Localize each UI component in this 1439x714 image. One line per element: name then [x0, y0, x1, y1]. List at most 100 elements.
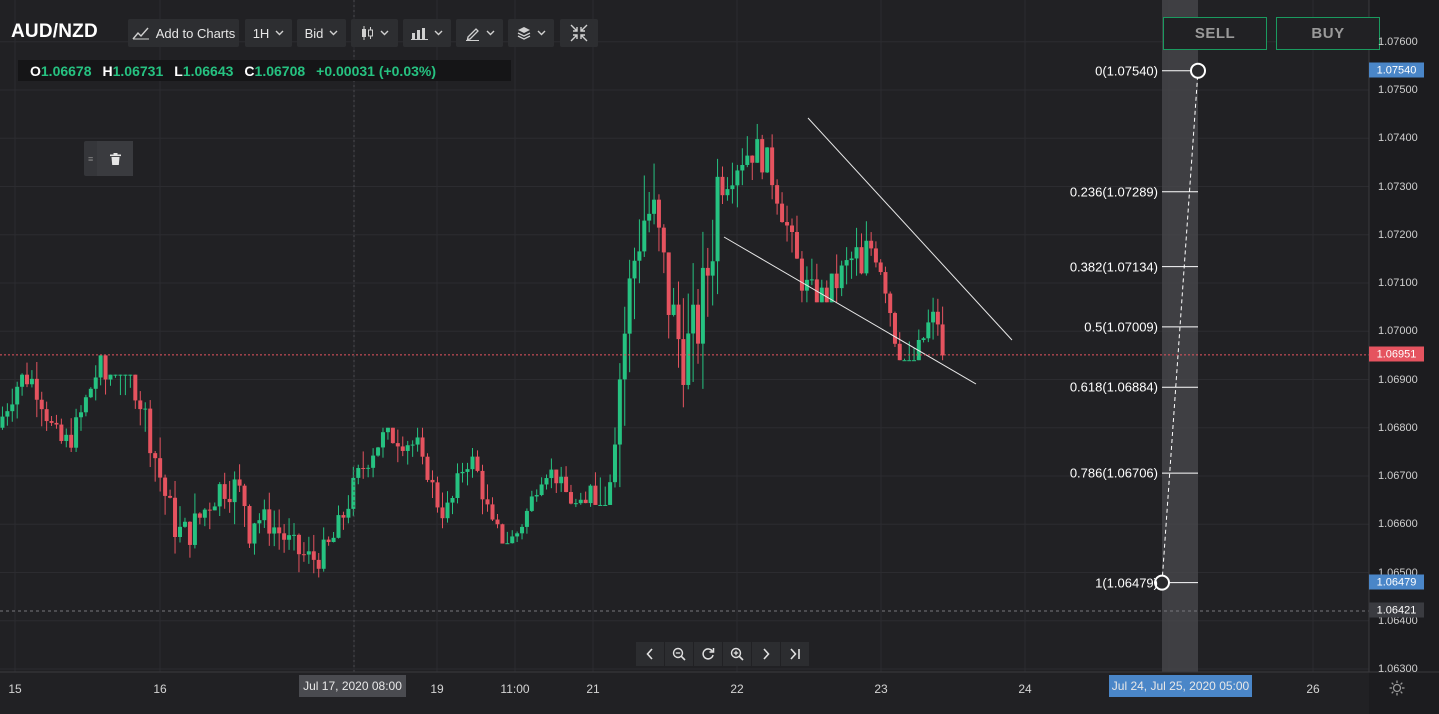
fib-anchor-handle-top[interactable]	[1190, 62, 1206, 79]
x-tick-label: 15	[8, 682, 22, 696]
sell-button[interactable]: SELL	[1163, 17, 1267, 50]
crosshair-price-label: 1.06421	[1369, 602, 1424, 618]
pencil-icon	[465, 27, 479, 41]
candle-body	[69, 434, 74, 448]
delete-drawing-button[interactable]	[97, 141, 133, 176]
chart-navigation-bar	[636, 642, 810, 666]
candle-body	[415, 437, 420, 445]
candle-body	[515, 533, 520, 537]
fullscreen-toggle-button[interactable]	[560, 19, 598, 47]
candle-body	[430, 479, 435, 483]
candle-body	[222, 484, 227, 499]
chevron-left-icon	[646, 648, 653, 660]
fib-high-price-label: 1.07540	[1369, 62, 1424, 78]
scroll-right-button[interactable]	[752, 642, 781, 666]
candle-body	[671, 304, 676, 315]
drag-handle-icon[interactable]: ≡	[88, 154, 94, 164]
candle-body	[627, 278, 632, 334]
candle-body	[647, 213, 652, 221]
falling-wedge-trendlines[interactable]	[723, 117, 1013, 385]
fib-trend-line	[1161, 70, 1199, 583]
candle-body	[321, 539, 326, 569]
candle-body	[715, 176, 720, 262]
scroll-left-button[interactable]	[636, 642, 665, 666]
candle-body	[839, 265, 844, 289]
chart-type-select[interactable]	[351, 19, 398, 47]
candle-body	[272, 527, 277, 534]
layers-button[interactable]	[508, 19, 554, 47]
high-key: H	[102, 62, 113, 79]
compress-icon	[570, 24, 588, 42]
candle-body	[902, 360, 907, 362]
fib-anchor-handle-bottom[interactable]	[1154, 574, 1170, 591]
candle-body	[331, 537, 336, 543]
candle-body	[529, 496, 534, 511]
chevron-right-icon	[763, 648, 770, 660]
candle-body	[49, 421, 54, 423]
open-key: O	[30, 62, 41, 79]
candle-body	[652, 199, 657, 214]
candle-body	[505, 543, 510, 545]
candle-body	[700, 267, 705, 344]
candle-body	[588, 485, 593, 504]
candle-body	[34, 378, 39, 400]
candle-body	[859, 247, 864, 274]
buy-button[interactable]: BUY	[1276, 17, 1380, 50]
chart-settings-button[interactable]	[1389, 680, 1405, 701]
go-to-latest-button[interactable]	[781, 642, 810, 666]
symbol-title[interactable]: AUD/NZD	[11, 21, 98, 42]
candle-body	[54, 422, 59, 425]
candle-body	[661, 227, 666, 253]
candle-body	[475, 456, 480, 471]
ohlc-legend: O 1.06678 H 1.06731 L 1.06643 C 1.06708 +0.0…	[18, 60, 511, 81]
price-side-select[interactable]: Bid	[297, 19, 346, 47]
candle-body	[921, 338, 926, 340]
candle-body	[227, 498, 232, 503]
candle-body	[794, 232, 799, 259]
candle-body	[158, 458, 163, 478]
candle-body	[940, 324, 945, 356]
drawing-toolbar[interactable]: ≡	[84, 141, 133, 176]
add-to-charts-button[interactable]: Add to Charts	[128, 19, 239, 47]
candle-body	[705, 267, 710, 276]
candle-body	[440, 507, 445, 519]
drawing-tools-button[interactable]	[456, 19, 503, 47]
y-tick-label: 1.07300	[1378, 180, 1418, 193]
candle-body	[420, 437, 425, 457]
candle-body	[173, 497, 178, 538]
candle-body	[632, 260, 637, 279]
fibonacci-retracement[interactable]	[1154, 0, 1206, 672]
candle-body	[79, 412, 83, 418]
candle-body	[123, 374, 128, 376]
candle-body	[237, 479, 242, 486]
candle-body	[128, 374, 133, 376]
candle-body	[559, 476, 564, 484]
add-to-charts-label: Add to Charts	[155, 25, 236, 41]
close-key: C	[244, 62, 255, 79]
reset-zoom-button[interactable]	[694, 642, 723, 666]
current-price-label: 1.06951	[1369, 346, 1424, 362]
candle-body	[400, 446, 405, 451]
candle-body	[15, 386, 20, 405]
indicators-button[interactable]	[403, 19, 451, 47]
candle-body	[696, 304, 701, 344]
candle-body	[617, 379, 622, 445]
x-tick-label: 19	[430, 682, 444, 696]
candle-body	[897, 343, 902, 361]
zoom-in-button[interactable]	[723, 642, 752, 666]
zoom-out-button[interactable]	[665, 642, 694, 666]
candle-body	[98, 355, 103, 378]
low-key: L	[174, 62, 183, 79]
candle-body	[834, 273, 839, 289]
candle-body	[864, 240, 869, 274]
fib-level-label: 1(1.06479)	[1095, 575, 1158, 591]
fib-level-label: 0(1.07540)	[1095, 63, 1158, 79]
candle-body	[912, 360, 917, 362]
candle-body	[785, 222, 790, 226]
candlestick-icon	[362, 26, 373, 40]
candle-body	[568, 492, 573, 504]
interval-select[interactable]: 1H	[245, 19, 292, 47]
candle-body	[306, 551, 311, 555]
chevron-down-icon	[537, 30, 545, 36]
